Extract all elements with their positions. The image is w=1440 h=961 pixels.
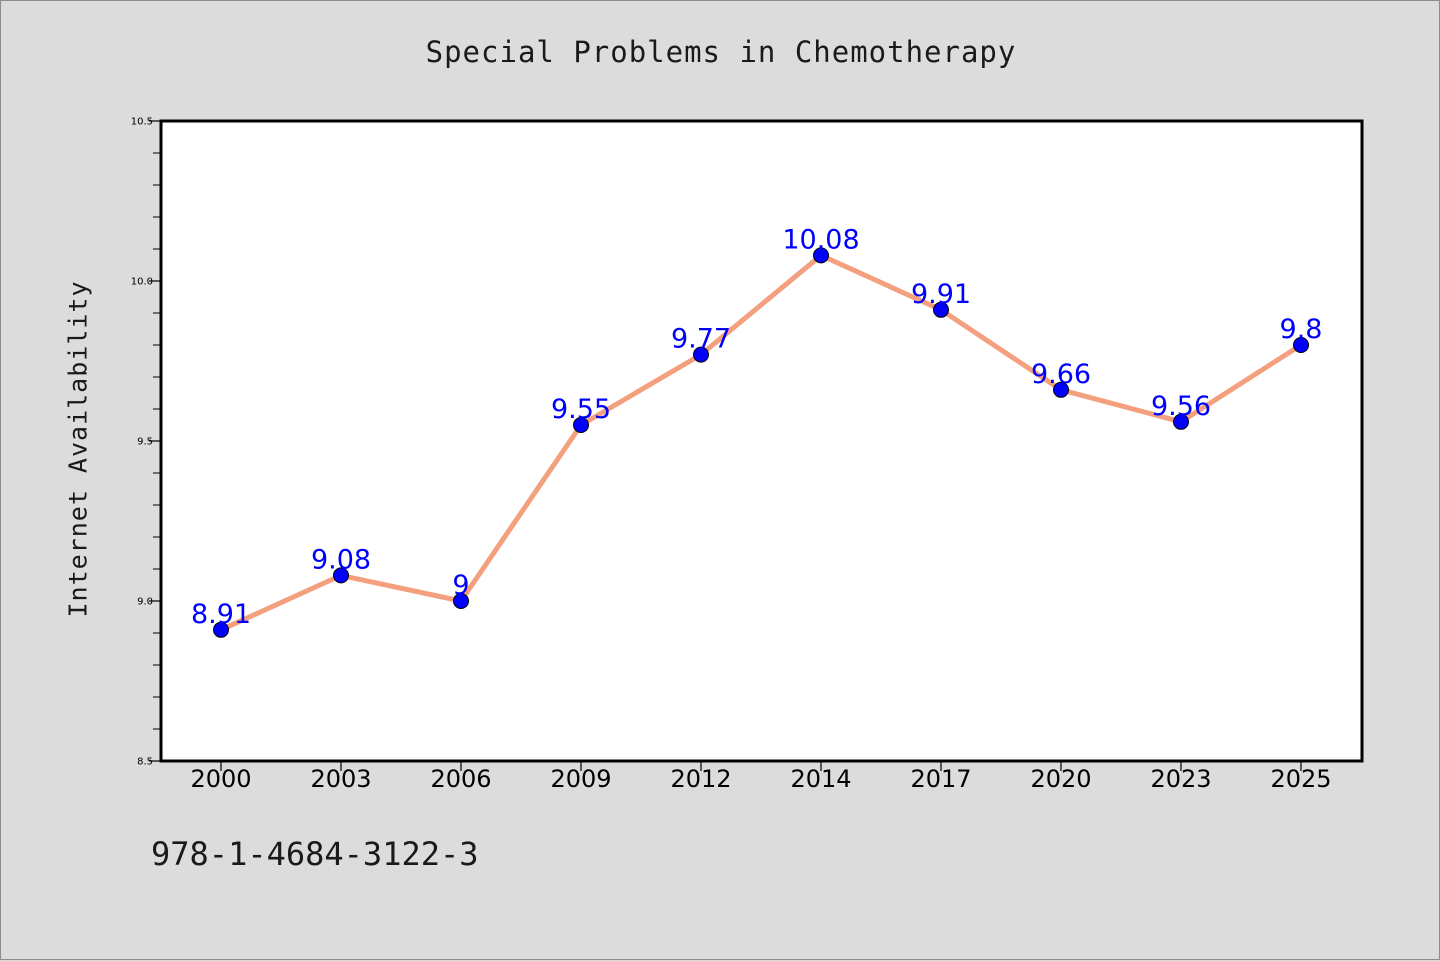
y-tick-label: 9.5 <box>137 437 153 448</box>
x-tick-label: 2012 <box>670 765 731 793</box>
data-point <box>333 567 349 584</box>
x-axis: 2000 2003 2006 2009 2012 2014 2017 2020 2023 2025 <box>190 761 1332 793</box>
y-axis: 8.5 9.0 9.5 10.0 10.5 <box>131 117 161 768</box>
data-point <box>693 346 709 363</box>
data-label: 8.91 <box>191 599 251 630</box>
data-point <box>573 417 589 433</box>
x-tick-label: 2003 <box>310 765 371 793</box>
x-tick-label: 2006 <box>430 765 491 793</box>
data-label: 9.66 <box>1031 359 1091 390</box>
x-tick-label: 2009 <box>550 765 611 793</box>
x-tick-label: 2014 <box>790 765 851 793</box>
data-point <box>933 301 949 318</box>
data-label: 9.77 <box>671 324 731 355</box>
series-line <box>218 252 1304 633</box>
plot-area <box>159 119 1364 763</box>
isbn-label: 978-1-4684-3122-3 <box>151 835 479 873</box>
chart-title: Special Problems in Chemotherapy <box>425 35 1017 69</box>
data-label: 9.8 <box>1280 314 1323 345</box>
y-tick-label: 10.5 <box>131 117 153 128</box>
data-point <box>213 621 229 638</box>
series-layer: 8.91 9.08 9 9.55 9.77 10.08 9.91 9.66 9.56 9.8 <box>191 224 1323 638</box>
x-tick-label: 2020 <box>1030 765 1091 793</box>
data-label: 10.08 <box>782 224 859 255</box>
x-tick-label: 2017 <box>910 765 971 793</box>
data-point <box>1293 337 1309 353</box>
y-tick-label: 8.5 <box>137 757 153 768</box>
x-tick-label: 2025 <box>1270 765 1331 793</box>
y-tick-label: 10.0 <box>131 277 153 288</box>
data-label: 9.55 <box>551 394 611 425</box>
data-point <box>453 593 469 609</box>
x-tick-label: 2023 <box>1150 765 1211 793</box>
x-tick-label: 2000 <box>190 765 251 793</box>
data-label: 9.08 <box>311 544 371 575</box>
data-point <box>1173 413 1189 430</box>
y-tick-label: 9.0 <box>137 597 153 608</box>
data-label: 9.56 <box>1151 391 1211 422</box>
y-axis-label: Internet Availability <box>63 280 93 618</box>
data-label: 9.91 <box>911 279 971 310</box>
data-point <box>813 247 829 264</box>
data-label: 9 <box>452 570 469 601</box>
data-point <box>1053 381 1069 398</box>
